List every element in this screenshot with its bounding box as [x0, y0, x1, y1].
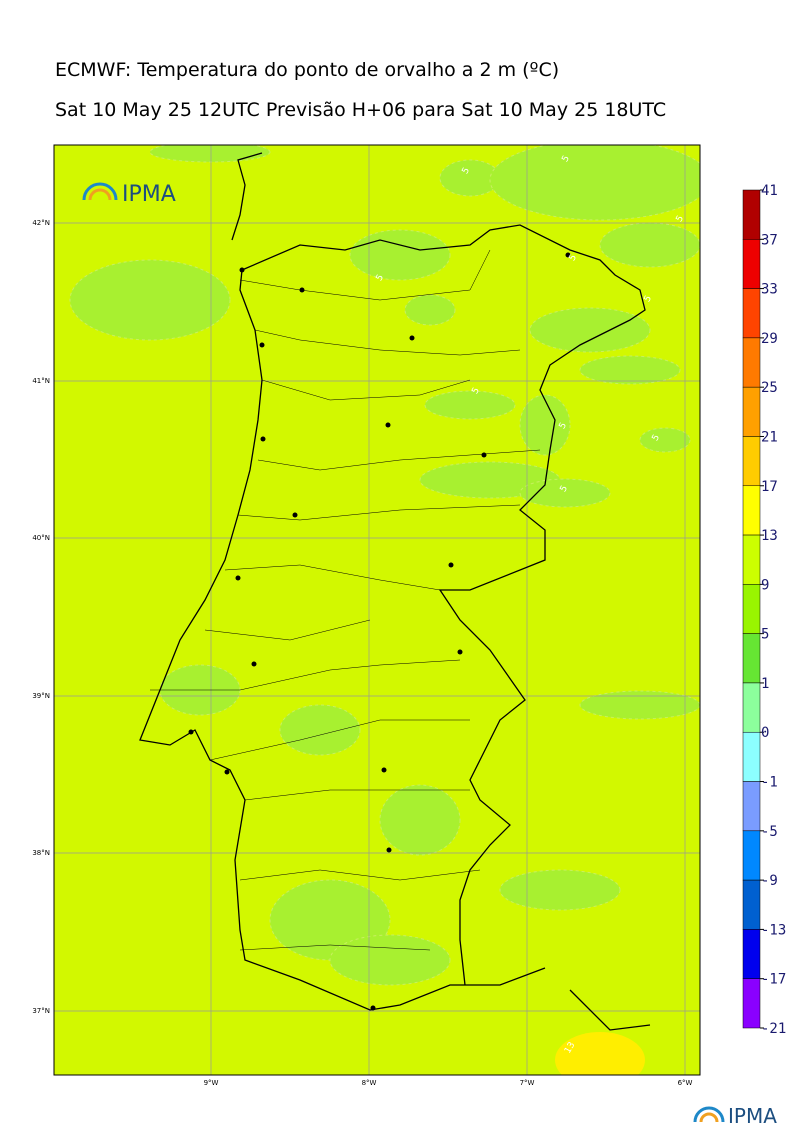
colorbar-bin	[742, 485, 761, 536]
colorbar-bin	[742, 584, 761, 634]
contour-label: 5	[568, 253, 580, 263]
lat-label: 41°N	[32, 377, 50, 385]
colorbar-bin	[742, 781, 761, 832]
colorbar-bin	[742, 929, 761, 979]
lat-label: 42°N	[32, 219, 50, 227]
colorbar-bin	[742, 386, 761, 437]
map: 5 5 5 5 5 5 5 5 5 5 13 IPMA	[54, 145, 700, 1075]
colorbar-bin	[742, 239, 761, 289]
coastline-borders	[139, 152, 651, 1031]
colorbar-label: 37	[761, 232, 778, 248]
contour-label: 5	[561, 154, 573, 164]
colorbar-bin	[742, 978, 761, 1029]
contour-label: 13	[563, 1041, 577, 1056]
colorbar-label: -5	[761, 824, 778, 840]
colorbar-label: 17	[761, 479, 778, 495]
lat-label: 39°N	[32, 692, 50, 700]
colorbar-label: 13	[761, 528, 778, 544]
contour-label: 5	[461, 166, 473, 176]
colorbar-bin	[742, 189, 761, 240]
title: ECMWF: Temperatura do ponto de orvalho a…	[55, 59, 559, 81]
colorbar-label: -9	[761, 873, 778, 889]
map-frame	[53, 144, 701, 1076]
colorbar-bin	[742, 682, 761, 733]
footer-logo: IPMA	[693, 1104, 777, 1128]
footer-logo-text: IPMA	[728, 1104, 777, 1128]
colorbar: 41 37 33 29 25 21 17 13 9 5 1 0 -1 -5 -9 -13 -17 -21	[742, 183, 786, 1037]
colorbar-label: 41	[761, 183, 778, 199]
lon-label: 7°W	[520, 1079, 535, 1087]
graticule	[54, 145, 700, 1075]
lon-label: 6°W	[678, 1079, 693, 1087]
colorbar-bin	[742, 337, 761, 388]
contour-label: 5	[675, 214, 687, 224]
dewpoint-areas	[69, 145, 700, 986]
lon-label: 9°W	[204, 1079, 219, 1087]
colorbar-label: 33	[761, 282, 778, 298]
contour-label: 5	[471, 386, 483, 396]
colorbar-label: 21	[761, 429, 778, 445]
contour-label: 5	[651, 433, 663, 443]
colorbar-bin	[742, 288, 761, 339]
colorbar-bin	[742, 633, 761, 684]
colorbar-label: -17	[761, 972, 786, 988]
colorbar-label: 5	[761, 627, 769, 643]
contour-label: 5	[559, 484, 571, 494]
colorbar-label: 1	[761, 676, 769, 692]
colorbar-bin	[742, 830, 761, 881]
subtitle: Sat 10 May 25 12UTC Previsão H+06 para S…	[55, 99, 666, 121]
contour-label: 5	[558, 421, 570, 431]
colorbar-label: 9	[761, 577, 769, 593]
lat-label: 38°N	[32, 849, 50, 857]
colorbar-bin	[742, 879, 761, 930]
lat-label: 37°N	[32, 1007, 50, 1015]
contour-labels: 5 5 5 5 5 5 5 5 5 5 13	[375, 154, 687, 1055]
colorbar-label: -21	[761, 1021, 786, 1037]
warm-area	[555, 1032, 645, 1075]
lat-label: 40°N	[32, 534, 50, 542]
contour-label: 5	[643, 294, 655, 304]
colorbar-label: 29	[761, 331, 778, 347]
colorbar-label: -1	[761, 775, 778, 791]
cities	[188, 252, 571, 1011]
colorbar-label: 25	[761, 380, 778, 396]
colorbar-bin	[742, 534, 761, 585]
contour-label: 5	[375, 273, 387, 283]
colorbar-bin	[742, 436, 761, 487]
colorbar-label: -13	[761, 922, 786, 938]
colorbar-label: 0	[761, 725, 769, 741]
colorbar-bin	[742, 731, 761, 782]
map-logo: IPMA	[82, 182, 176, 207]
map-logo-text: IPMA	[122, 182, 176, 207]
districts	[150, 249, 541, 951]
lon-label: 8°W	[362, 1079, 377, 1087]
